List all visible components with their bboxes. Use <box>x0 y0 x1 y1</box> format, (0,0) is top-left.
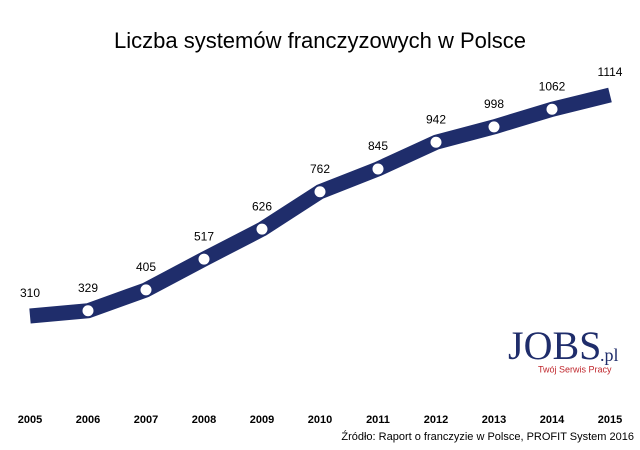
value-label: 626 <box>252 199 272 213</box>
point <box>545 102 559 116</box>
x-tick-label: 2015 <box>598 414 622 426</box>
point <box>371 162 385 176</box>
x-tick-label: 2007 <box>134 414 158 426</box>
x-tick-label: 2008 <box>192 414 216 426</box>
point <box>197 252 211 266</box>
logo-name: JOBS <box>508 323 601 368</box>
x-tick-label: 2012 <box>424 414 448 426</box>
x-tick-label: 2014 <box>540 414 565 426</box>
x-tick-label: 2006 <box>76 414 100 426</box>
logo-domain: .pl <box>600 345 619 365</box>
value-label: 329 <box>78 281 98 295</box>
value-label: 310 <box>20 286 40 300</box>
value-label: 405 <box>136 260 156 274</box>
line <box>29 87 612 324</box>
x-tick-label: 2005 <box>18 414 42 426</box>
source: Źródło: Raport o franczyzie w Polsce, PR… <box>341 430 634 443</box>
x-tick-label: 2010 <box>308 414 332 426</box>
point <box>255 222 269 236</box>
point <box>429 135 443 149</box>
value-label: 1062 <box>539 79 566 93</box>
value-label: 998 <box>484 97 504 111</box>
x-tick-label: 2011 <box>366 414 390 426</box>
x-tick-label: 2013 <box>482 414 506 426</box>
chart-title: Liczba systemów franczyzowych w Polsce <box>114 28 526 53</box>
logo: JOBS .pl Twój Serwis Pracy <box>508 323 619 374</box>
value-label: 517 <box>194 229 214 243</box>
x-tick-label: 2009 <box>250 414 274 426</box>
value-label: 845 <box>368 139 388 153</box>
point <box>81 304 95 318</box>
value-label: 762 <box>310 162 330 176</box>
point <box>313 185 327 199</box>
value-label: 1114 <box>598 65 623 79</box>
point <box>487 120 501 134</box>
point <box>139 283 153 297</box>
value-label: 942 <box>426 112 446 126</box>
logo-tagline: Twój Serwis Pracy <box>538 364 612 374</box>
